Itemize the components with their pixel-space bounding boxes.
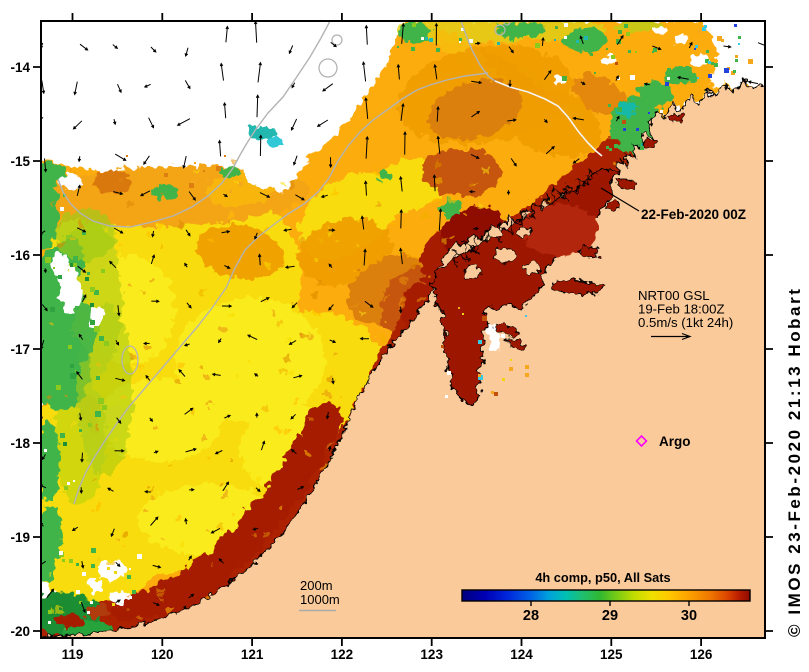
svg-text:125: 125 [600,647,623,662]
svg-text:19-Feb 18:00Z: 19-Feb 18:00Z [638,302,725,317]
svg-text:123: 123 [420,647,443,662]
svg-text:-16: -16 [10,248,30,263]
svg-text:120: 120 [151,647,174,662]
svg-text:30: 30 [681,608,697,624]
svg-text:Argo: Argo [659,434,691,449]
svg-text:0.5m/s (1kt 24h): 0.5m/s (1kt 24h) [638,315,733,330]
svg-text:-18: -18 [10,436,30,451]
svg-text:29: 29 [602,608,618,624]
svg-text:-17: -17 [10,342,30,357]
svg-text:28: 28 [523,608,539,624]
svg-text:124: 124 [510,647,533,662]
svg-text:NRT00 GSL: NRT00 GSL [638,288,710,303]
svg-text:119: 119 [62,647,84,662]
svg-text:-19: -19 [10,530,30,545]
svg-text:-14: -14 [10,60,30,75]
svg-text:22-Feb-2020 00Z: 22-Feb-2020 00Z [641,207,746,222]
svg-text:121: 121 [241,647,264,662]
svg-text:122: 122 [331,647,354,662]
svg-text:© IMOS 23-Feb-2020 21:13 Hobar: © IMOS 23-Feb-2020 21:13 Hobart [785,287,804,637]
svg-text:1000m: 1000m [300,592,340,607]
svg-text:4h comp, p50, All Sats: 4h comp, p50, All Sats [535,570,670,585]
svg-text:-20: -20 [10,624,30,639]
svg-text:-15: -15 [10,154,30,169]
svg-text:126: 126 [690,647,713,662]
svg-text:200m: 200m [300,578,333,593]
